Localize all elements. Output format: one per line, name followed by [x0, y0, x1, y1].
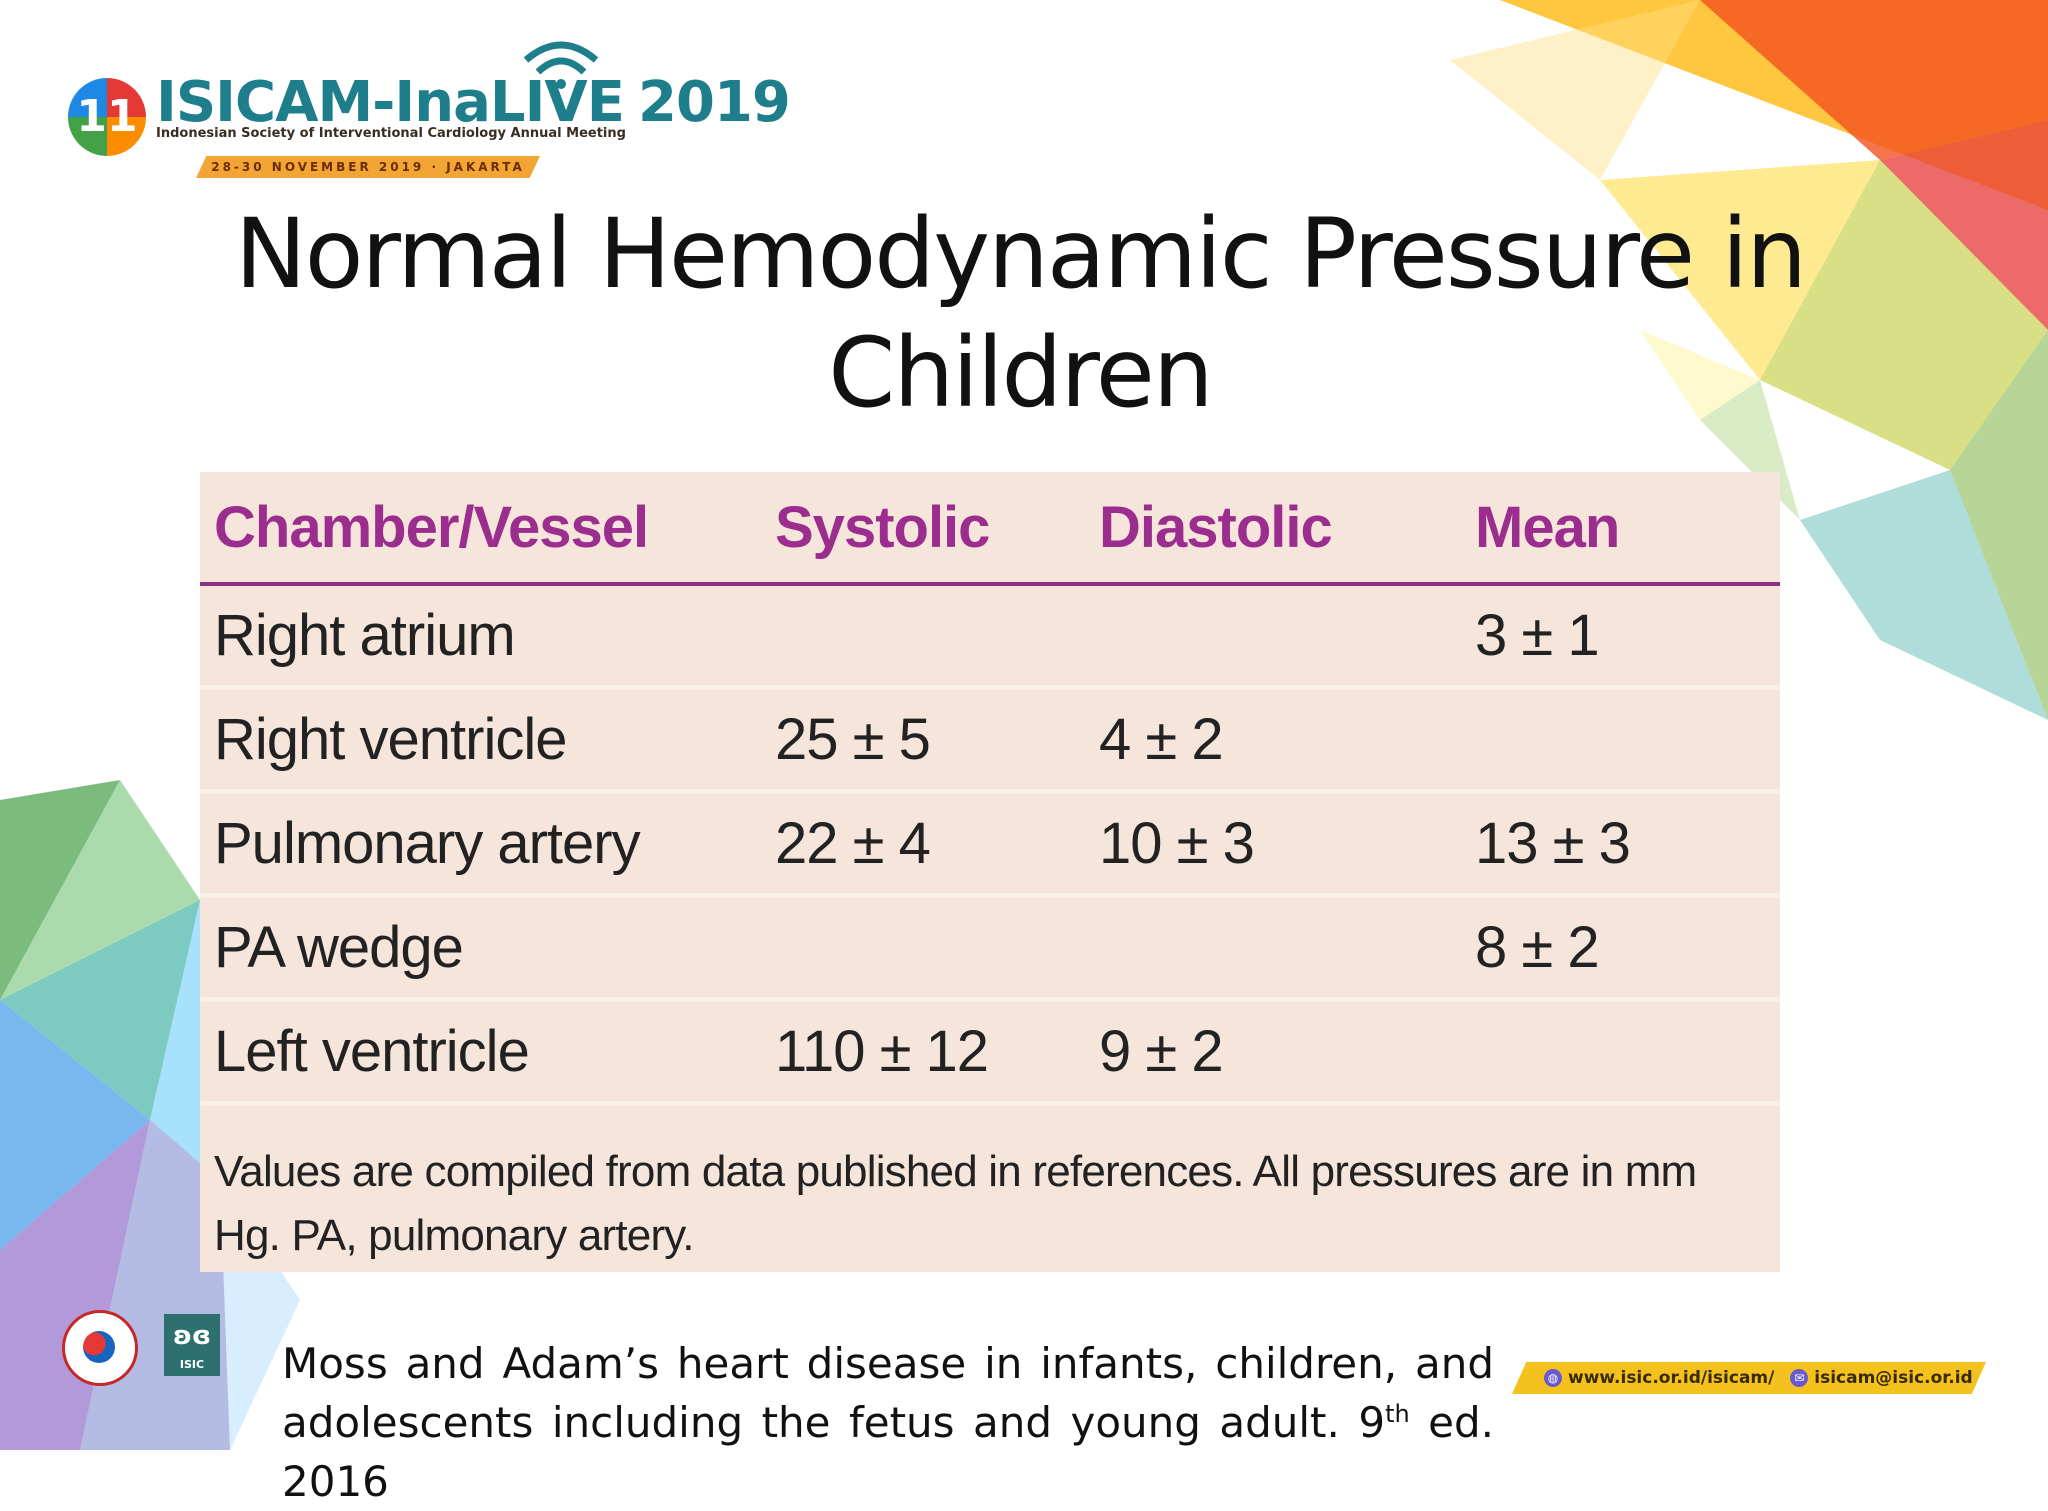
header-systolic: Systolic [753, 472, 1077, 586]
cell-chamber: Left ventricle [200, 999, 753, 1106]
email-link[interactable]: isicam@isic.or.id [1814, 1368, 1973, 1388]
cell-systolic [753, 895, 1077, 1002]
cell-mean: 8 ± 2 [1453, 895, 1780, 1002]
table-row: Pulmonary artery 22 ± 4 10 ± 3 13 ± 3 [200, 791, 1780, 898]
cell-chamber: PA wedge [200, 895, 753, 1002]
isic-mark-icon: ʚɞ [172, 1321, 212, 1351]
cell-diastolic: 9 ± 2 [1077, 999, 1453, 1106]
cell-diastolic: 4 ± 2 [1077, 687, 1453, 794]
logo-name-part1: ISICAM-Ina [156, 70, 491, 135]
citation-sup: th [1385, 1399, 1410, 1428]
cell-chamber: Right ventricle [200, 687, 753, 794]
cell-systolic [753, 584, 1077, 690]
header-diastolic: Diastolic [1077, 472, 1453, 586]
cell-diastolic [1077, 584, 1453, 690]
logo-name-part2: LIVE [489, 70, 625, 135]
logo-name: ISICAM-InaLIVE 2019 [156, 70, 791, 135]
wifi-icon [523, 41, 599, 89]
table-row: Right atrium 3 ± 1 [200, 584, 1780, 690]
pressure-table: Chamber/Vessel Systolic Diastolic Mean R… [200, 472, 1780, 1272]
heart-association-logo [62, 1310, 138, 1386]
globe-icon: ◍ [1544, 1369, 1562, 1387]
header-mean: Mean [1453, 472, 1780, 586]
citation: Moss and Adam’s heart disease in infants… [282, 1335, 1494, 1511]
logo-badge: 11 [68, 78, 146, 156]
table-row: Right ventricle 25 ± 5 4 ± 2 [200, 687, 1780, 794]
cell-diastolic [1077, 895, 1453, 1002]
slide-title: Normal Hemodynamic Pressure in Children [120, 195, 1920, 433]
slide-title-line1: Normal Hemodynamic Pressure in [234, 198, 1807, 310]
contact-band: ◍ www.isic.or.id/isicam/ ✉ isicam@isic.or.… [1512, 1362, 1986, 1394]
table-row: Left ventricle 110 ± 12 9 ± 2 [200, 999, 1780, 1106]
slide-title-line2: Children [828, 317, 1213, 430]
logo-year: 2019 [638, 70, 791, 135]
header-chamber-vessel: Chamber/Vessel [200, 472, 753, 586]
cell-systolic: 22 ± 4 [753, 791, 1077, 898]
table-header-row: Chamber/Vessel Systolic Diastolic Mean [200, 472, 1780, 586]
cell-systolic: 25 ± 5 [753, 687, 1077, 794]
isic-logo-text: ISIC [179, 1358, 205, 1371]
logo-date-band: 28-30 NOVEMBER 2019 · JAKARTA [196, 156, 540, 178]
website-link[interactable]: www.isic.or.id/isicam/ [1568, 1368, 1775, 1388]
cell-systolic: 110 ± 12 [753, 999, 1077, 1106]
heart-icon [83, 1331, 115, 1363]
cell-mean: 3 ± 1 [1453, 584, 1780, 690]
cell-mean [1453, 687, 1780, 794]
cell-chamber: Pulmonary artery [200, 791, 753, 898]
cell-chamber: Right atrium [200, 584, 753, 690]
cell-diastolic: 10 ± 3 [1077, 791, 1453, 898]
citation-main: Moss and Adam’s heart disease in infants… [282, 1339, 1494, 1447]
isic-logo: ʚɞ ISIC [164, 1314, 220, 1376]
cell-mean [1453, 999, 1780, 1106]
cell-mean: 13 ± 3 [1453, 791, 1780, 898]
mail-icon: ✉ [1790, 1369, 1809, 1387]
logo-subtitle: Indonesian Society of Interventional Car… [156, 126, 626, 141]
conference-logo: 11 ISICAM-InaLIVE 2019 Indonesian Society… [64, 30, 791, 190]
table-footnote: Values are compiled from data published … [214, 1147, 1697, 1260]
background-decoration [0, 0, 2048, 1450]
table-row: PA wedge 8 ± 2 [200, 895, 1780, 1002]
